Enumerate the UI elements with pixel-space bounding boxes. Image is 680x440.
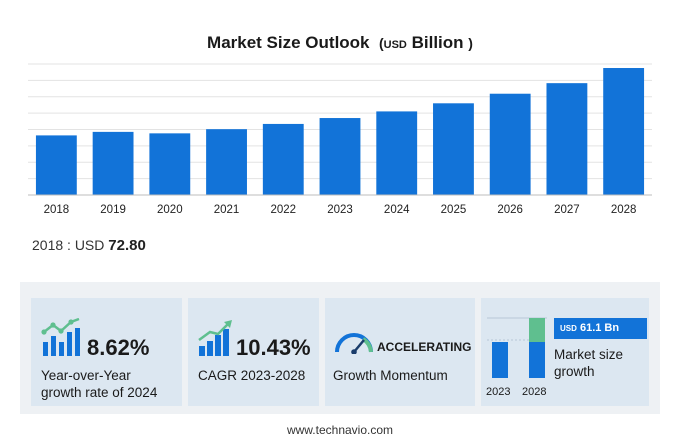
x-tick-label: 2028 [611,204,637,216]
bar-2026 [489,93,531,195]
yoy-label-line2: growth rate of 2024 [41,385,158,400]
x-tick-label: 2021 [214,204,240,216]
momentum-value: ACCELERATING [377,340,472,354]
increment-bar-start [492,342,508,378]
increment-mini-chart [487,317,547,378]
x-tick-label: 2020 [157,204,183,216]
increment-year-end: 2028 [522,386,547,398]
unit-scale: Billion [411,33,464,52]
yoy-label-line1: Year-over-Year [41,368,131,383]
bar-2025 [433,103,474,195]
bar-2022 [262,123,304,195]
yoy-value: 8.62% [87,335,150,360]
unit-currency: USD [383,39,407,51]
increment-bar-end-base [529,342,545,378]
momentum-label: Growth Momentum [333,368,448,383]
increment-label-line2: growth [554,364,595,379]
momentum-card: ACCELERATING Growth Momentum [325,298,475,406]
yoy-card: 8.62% Year-over-Year growth rate of 2024 [31,298,182,406]
yoy-label: Year-over-Year growth rate of 2024 [41,367,157,401]
x-tick-label: 2022 [270,204,296,216]
x-tick-label: 2026 [497,204,523,216]
increment-label-line1: Market size [554,347,624,362]
cagr-card: 10.43% CAGR 2023-2028 [188,298,319,406]
unit-close: ) [468,35,473,51]
cagr-value: 10.43% [236,335,311,360]
x-tick-label: 2018 [44,204,70,216]
trend-chart-icon [41,318,80,356]
bar-2019 [92,131,134,195]
bar-2021 [206,129,247,195]
bar-2027 [546,83,588,195]
title-text: Market Size Outlook [207,33,370,52]
x-tick-label: 2025 [441,204,467,216]
bar-2023 [319,118,361,195]
increment-label: Market size growth [554,346,623,380]
increment-badge: USD 61.1 Bn [554,318,647,339]
chart-title: Market Size Outlook (USD Billion ) [0,33,680,53]
source-footer: www.technavio.com [286,423,394,437]
baseline-value: 2018 : USD 72.80 [32,237,146,254]
x-tick-label: 2023 [327,204,353,216]
unit-open: ( [378,35,384,51]
bar-2024 [376,111,418,195]
gauge-icon [335,333,373,354]
bar-2020 [149,133,191,195]
bar-2018 [35,135,77,195]
increment-badge-value: 61.1 Bn [579,322,620,334]
bar-chart: 2018 2019 2020 2021 2022 2023 2024 2025 2026 2027… [28,63,652,216]
x-tick-label: 2024 [384,204,410,216]
x-tick-label: 2027 [554,204,580,216]
bar-2028 [603,68,645,195]
increment-badge-currency: USD [560,324,577,333]
growth-bars-icon [198,320,232,356]
baseline-label: 2018 : USD [32,237,105,253]
increment-year-start: 2023 [486,386,511,398]
increment-bar-end-growth [529,318,545,342]
increment-card: USD 61.1 Bn Market size growth 2023 2028 [481,298,649,406]
cagr-label: CAGR 2023-2028 [198,368,306,383]
x-tick-label: 2019 [100,204,126,216]
baseline-number: 72.80 [108,237,146,254]
